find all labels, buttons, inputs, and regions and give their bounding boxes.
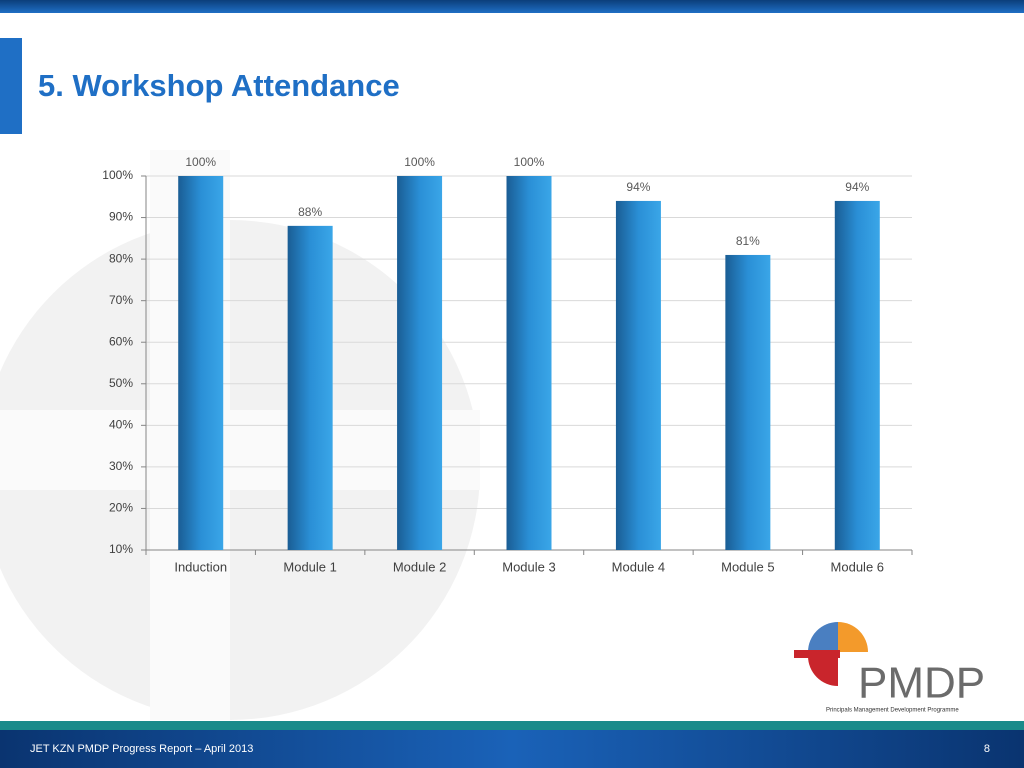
bar [506,176,552,550]
slide-title: 5. Workshop Attendance [38,68,400,103]
value-label: 100% [404,155,435,169]
x-tick-label: Induction [174,559,227,574]
x-tick-label: Module 1 [283,559,336,574]
value-label: 81% [736,234,760,248]
bar [615,200,661,550]
value-label: 94% [626,180,650,194]
x-tick-label: Module 6 [831,559,884,574]
value-label: 88% [298,205,322,219]
x-tick-label: Module 5 [721,559,774,574]
logo: PMDP Principals Management Development P… [794,622,985,714]
y-tick-label: 60% [109,334,133,348]
x-tick-label: Module 2 [393,559,446,574]
top-band [0,0,1024,13]
y-tick-label: 30% [109,459,133,473]
value-label: 94% [845,180,869,194]
footer-band [0,730,1024,768]
y-tick-label: 70% [109,293,133,307]
footer-stripe [0,721,1024,730]
footer-text: JET KZN PMDP Progress Report – April 201… [30,743,253,755]
chart: 10% 20% 30% 40% 50% 60% 70% 80% 90% 100% Induction… [102,155,913,574]
y-tick-label: 10% [109,542,133,556]
y-tick-label: 40% [109,418,133,432]
logo-name: PMDP [858,659,985,708]
x-tick-label: Module 3 [502,559,555,574]
y-tick-label: 80% [109,251,133,265]
value-label: 100% [514,155,545,169]
bar [397,176,443,550]
y-tick-label: 20% [109,501,133,515]
logo-tagline: Principals Management Development Progra… [826,708,959,714]
bar [725,254,771,550]
y-tick-label: 90% [109,210,133,224]
value-label: 100% [185,155,216,169]
title-accent [0,38,22,134]
y-tick-label: 50% [109,376,133,390]
x-tick-label: Module 4 [612,559,665,574]
bar [178,176,224,550]
bar [287,225,333,550]
y-tick-label: 100% [102,168,133,182]
bar [834,200,880,550]
page-number: 8 [984,743,990,755]
